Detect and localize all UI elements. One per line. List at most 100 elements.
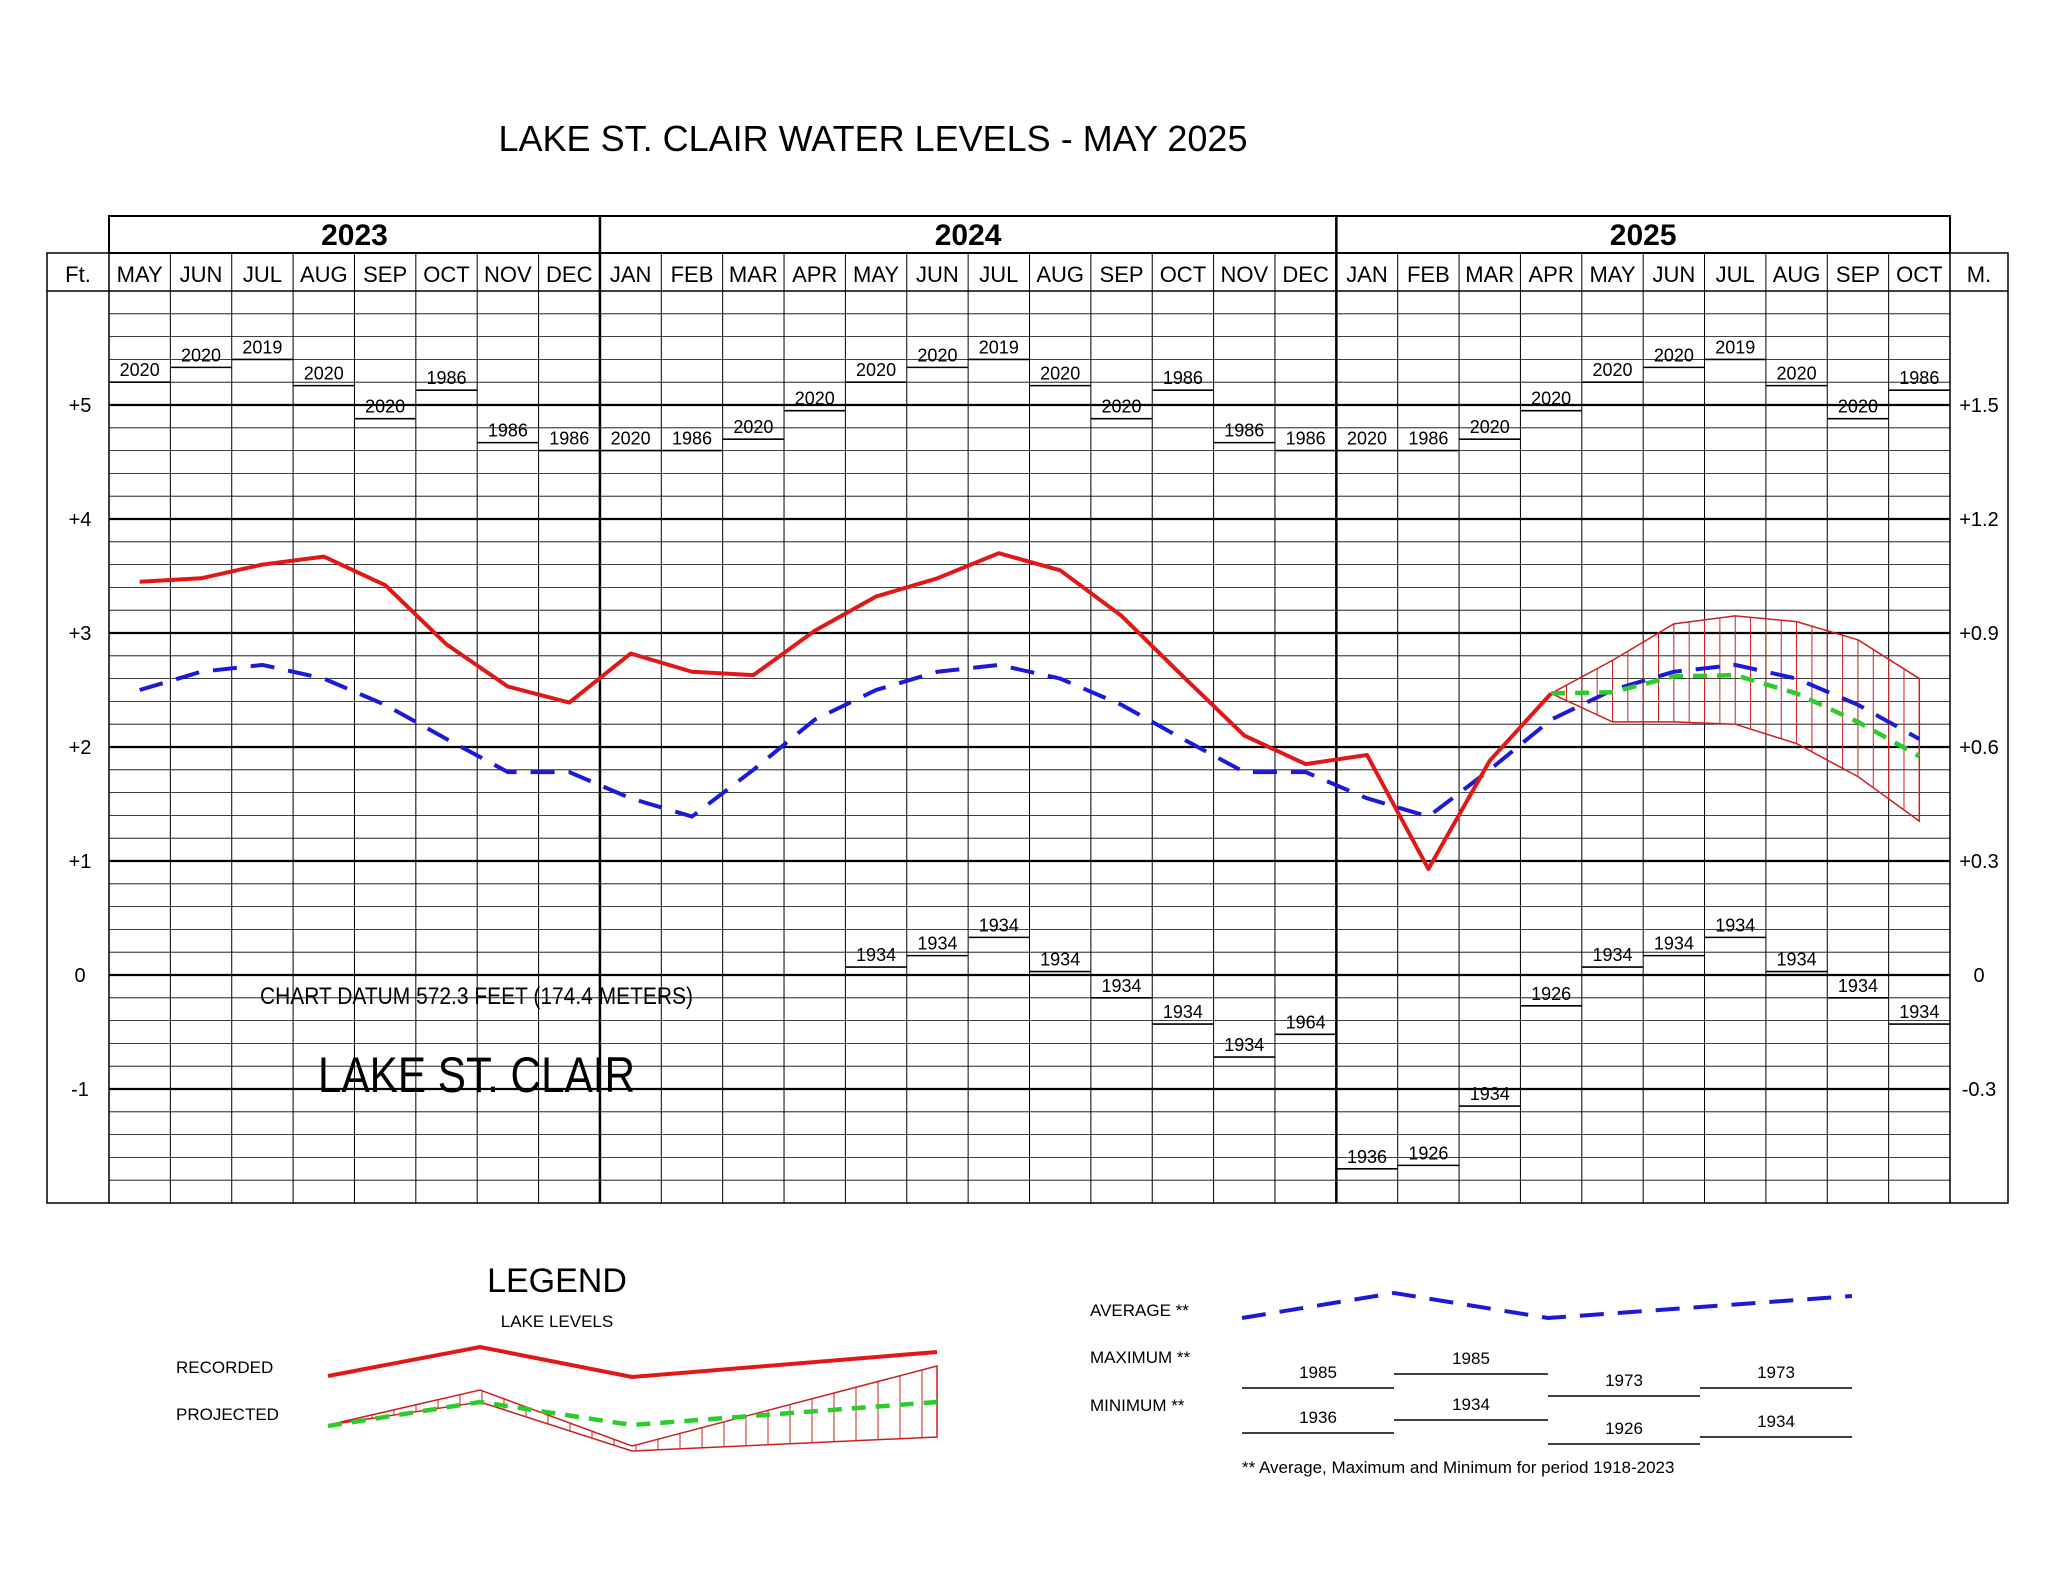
legend-max-year: 1973: [1757, 1363, 1795, 1382]
month-label: OCT: [1896, 262, 1942, 287]
month-label: APR: [792, 262, 837, 287]
right-tick-label: +0.6: [1959, 737, 1998, 759]
year-label: 2025: [1610, 219, 1677, 252]
record-min-year: 1934: [1592, 945, 1632, 965]
record-min-year: 1934: [1715, 915, 1755, 935]
record-min-year: 1934: [917, 934, 957, 954]
legend-average-line: [1241, 1290, 1853, 1321]
series: [139, 551, 1921, 871]
month-label: JAN: [1346, 262, 1388, 287]
record-min-year: 1964: [1286, 1012, 1326, 1032]
record-max-year: 2020: [1531, 389, 1571, 409]
month-label: DEC: [546, 262, 593, 287]
record-max-year: 1986: [672, 429, 712, 449]
month-label: SEP: [1100, 262, 1144, 287]
left-tick-label: +2: [69, 737, 92, 759]
legend-maximum-label: MAXIMUM **: [1090, 1348, 1191, 1367]
legend-subtitle: LAKE LEVELS: [501, 1312, 613, 1331]
legend-min-year: 1926: [1605, 1419, 1643, 1438]
legend-max-year: 1973: [1605, 1371, 1643, 1390]
legend-projected-line: [327, 1399, 938, 1429]
month-label: APR: [1528, 262, 1573, 287]
right-tick-label: 0: [1973, 965, 1984, 987]
month-label: JAN: [610, 262, 652, 287]
record-max-year: 1986: [1408, 429, 1448, 449]
record-min-year: 1934: [1470, 1084, 1510, 1104]
record-max-year: 1986: [1224, 421, 1264, 441]
projected-series-line: [1551, 672, 1921, 759]
record-min-year: 1934: [856, 945, 896, 965]
record-max-year: 2020: [733, 417, 773, 437]
legend-projected-label: PROJECTED: [176, 1405, 279, 1424]
record-min-year: 1926: [1408, 1143, 1448, 1163]
record-min-year: 1934: [1224, 1035, 1264, 1055]
chart-title: LAKE ST. CLAIR WATER LEVELS - MAY 2025: [499, 118, 1248, 159]
month-label: MAY: [117, 262, 163, 287]
month-label: MAR: [729, 262, 778, 287]
year-label: 2023: [321, 219, 388, 252]
legend-minimum-label: MINIMUM **: [1090, 1396, 1185, 1415]
legend-max-year: 1985: [1299, 1363, 1337, 1382]
record-max-year: 1986: [1163, 368, 1203, 388]
left-unit-label: Ft.: [65, 262, 91, 287]
month-label: OCT: [423, 262, 469, 287]
right-tick-label: +0.3: [1959, 851, 1998, 873]
record-max-year: 2020: [1347, 429, 1387, 449]
record-max-year: 2020: [365, 397, 405, 417]
record-max-year: 2020: [795, 389, 835, 409]
month-label: JUL: [1716, 262, 1755, 287]
record-max-year: 2020: [181, 345, 221, 365]
month-label: MAY: [853, 262, 899, 287]
left-tick-label: +5: [69, 395, 92, 417]
record-min-year: 1934: [1163, 1002, 1203, 1022]
month-label: NOV: [1220, 262, 1268, 287]
right-tick-label: +1.5: [1959, 395, 1998, 417]
left-tick-label: +3: [69, 623, 92, 645]
record-min-year: 1934: [1654, 934, 1694, 954]
record-min-year: 1934: [1777, 950, 1817, 970]
record-markers: 2020 2020 2019 2020 2020 1986 1986 1986 2020 1986…: [109, 337, 1950, 1170]
record-min-year: 1926: [1531, 984, 1571, 1004]
left-tick-label: +4: [69, 509, 92, 531]
record-max-year: 1986: [488, 421, 528, 441]
legend-projected-band: [327, 1365, 938, 1452]
month-label: JUN: [180, 262, 223, 287]
record-max-year: 2020: [856, 360, 896, 380]
record-min-year: 1934: [979, 915, 1019, 935]
axes: +5 +4 +3 +2 +1 0 -1 +1.5 +1.2 +0.9 +0.6 +0.3 0 -0.3: [69, 395, 1999, 1101]
average-series-line: [139, 662, 1921, 819]
chart-datum-label: CHART DATUM 572.3 FEET (174.4 METERS): [260, 983, 693, 1010]
month-header: 2023 2024 2025 MAY JUN JUL AUG SEP OCT NOV DEC JAN F…: [65, 219, 1991, 287]
lake-name-label: LAKE ST. CLAIR: [318, 1047, 635, 1103]
legend-recorded-line: [327, 1344, 938, 1380]
month-label: SEP: [1836, 262, 1880, 287]
right-tick-label: +1.2: [1959, 509, 1998, 531]
record-max-year: 2020: [611, 429, 651, 449]
record-max-year: 2019: [979, 337, 1019, 357]
record-max-year: 2020: [1654, 345, 1694, 365]
record-max-year: 2020: [1592, 360, 1632, 380]
record-max-year: 2020: [120, 360, 160, 380]
left-tick-label: 0: [74, 965, 85, 987]
record-min-year: 1934: [1838, 976, 1878, 996]
legend-min-year: 1936: [1299, 1408, 1337, 1427]
legend-min-year: 1934: [1452, 1395, 1490, 1414]
record-max-year: 2019: [242, 337, 282, 357]
outer-frame: [46, 252, 2009, 1204]
record-min-year: 1934: [1040, 950, 1080, 970]
month-label: JUL: [243, 262, 282, 287]
record-max-year: 1986: [549, 429, 589, 449]
legend-marks: 1985 1936 1985 1934 1973 1926 1973 1934: [327, 1290, 1853, 1452]
legend-max-year: 1985: [1452, 1349, 1490, 1368]
legend: LEGEND LAKE LEVELS RECORDED PROJECTED AV…: [176, 1262, 1853, 1477]
left-tick-label: -1: [71, 1079, 89, 1101]
record-min-year: 1934: [1102, 976, 1142, 996]
record-max-year: 2020: [1102, 397, 1142, 417]
record-max-year: 2020: [304, 364, 344, 384]
month-label: NOV: [484, 262, 532, 287]
right-unit-label: M.: [1967, 262, 1991, 287]
month-label: AUG: [1773, 262, 1821, 287]
record-max-year: 1986: [1286, 429, 1326, 449]
